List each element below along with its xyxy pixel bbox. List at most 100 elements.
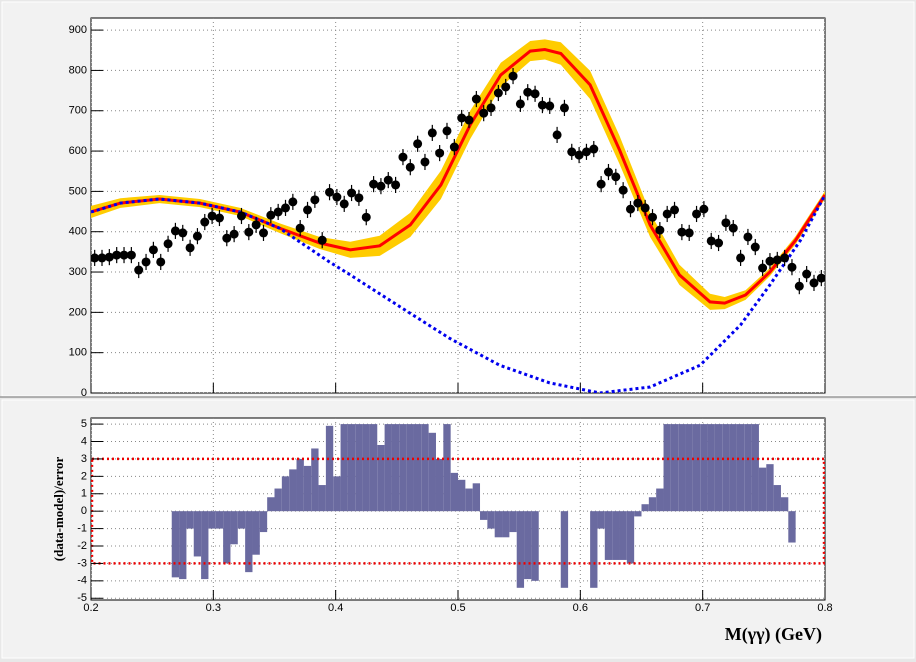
residual-bar bbox=[524, 511, 532, 580]
data-point bbox=[471, 94, 481, 104]
data-point bbox=[119, 250, 129, 260]
residual-bar bbox=[780, 497, 789, 512]
data-point bbox=[325, 187, 335, 197]
y-tick-label: -1 bbox=[77, 522, 87, 534]
data-point bbox=[479, 108, 489, 118]
data-point bbox=[347, 188, 357, 198]
data-point bbox=[508, 71, 518, 81]
residual-bar bbox=[289, 469, 297, 512]
x-axis-title: M(γγ) (GeV) bbox=[725, 624, 822, 645]
data-point bbox=[618, 185, 628, 195]
residual-bar bbox=[641, 504, 649, 512]
data-point bbox=[104, 252, 114, 262]
data-point bbox=[303, 205, 313, 215]
data-point bbox=[603, 167, 613, 177]
data-point bbox=[699, 204, 709, 214]
residual-bar bbox=[714, 424, 723, 512]
data-point bbox=[156, 257, 166, 267]
data-point bbox=[91, 253, 100, 263]
data-point bbox=[97, 253, 107, 263]
residual-bar bbox=[766, 464, 774, 512]
x-tick-label: 0.6 bbox=[573, 602, 588, 614]
residual-bar bbox=[773, 485, 781, 512]
residual-bar bbox=[678, 424, 686, 512]
y-tick-label: 5 bbox=[81, 418, 87, 430]
data-point bbox=[148, 245, 158, 255]
y-tick-label: 0 bbox=[81, 505, 87, 517]
residual-bar bbox=[421, 424, 429, 512]
residual-bar bbox=[435, 458, 444, 512]
data-point bbox=[780, 253, 790, 263]
data-point bbox=[332, 192, 342, 202]
y-axis-title: (data-model)/error bbox=[51, 457, 66, 562]
data-point bbox=[662, 209, 672, 219]
y-tick-label: -3 bbox=[77, 557, 87, 569]
y-tick-label: 400 bbox=[69, 226, 87, 238]
data-point bbox=[141, 257, 151, 267]
data-point bbox=[515, 99, 525, 109]
x-tick-label: 0.4 bbox=[328, 602, 343, 614]
data-point bbox=[596, 179, 606, 189]
data-point bbox=[222, 233, 232, 243]
y-tick-label: 4 bbox=[81, 435, 87, 447]
residual-bar bbox=[267, 497, 275, 512]
residual-bar bbox=[502, 511, 510, 538]
data-point bbox=[486, 103, 496, 113]
data-point bbox=[251, 220, 261, 230]
residual-bar bbox=[619, 511, 627, 560]
residual-bar bbox=[355, 424, 363, 512]
y-tick-label: 200 bbox=[69, 306, 87, 318]
residual-bar bbox=[303, 465, 312, 512]
residual-bar bbox=[215, 511, 224, 529]
data-point bbox=[449, 142, 459, 152]
residual-bar bbox=[362, 424, 370, 512]
residual-bar bbox=[347, 424, 356, 512]
residual-bar bbox=[590, 511, 598, 588]
residual-bar bbox=[516, 511, 525, 588]
residual-bar bbox=[458, 479, 466, 512]
residual-bar bbox=[208, 511, 216, 529]
data-point bbox=[185, 243, 195, 253]
data-point bbox=[281, 203, 291, 213]
data-point bbox=[545, 101, 555, 111]
residual-bar bbox=[560, 511, 569, 588]
data-point bbox=[809, 278, 819, 288]
data-point bbox=[413, 139, 423, 149]
y-tick-label: -2 bbox=[77, 540, 87, 552]
data-point bbox=[376, 181, 386, 191]
data-point bbox=[559, 103, 569, 113]
residual-bar bbox=[274, 488, 282, 512]
residual-bar bbox=[377, 444, 385, 512]
data-point bbox=[794, 281, 804, 291]
data-point bbox=[772, 255, 782, 265]
data-point bbox=[706, 236, 716, 246]
residual-bar bbox=[333, 476, 341, 512]
residual-bar bbox=[692, 424, 701, 512]
data-point bbox=[743, 232, 753, 242]
data-point bbox=[317, 235, 327, 245]
data-point bbox=[787, 262, 797, 272]
data-point bbox=[383, 175, 393, 185]
data-point bbox=[134, 265, 144, 275]
data-point bbox=[677, 227, 687, 237]
residual-bar bbox=[318, 485, 326, 512]
data-point bbox=[802, 269, 812, 279]
data-point bbox=[736, 253, 746, 263]
data-point bbox=[684, 228, 694, 238]
background-line bbox=[91, 194, 825, 393]
residual-bar bbox=[252, 511, 260, 555]
residual-bar bbox=[531, 511, 539, 581]
data-point bbox=[765, 256, 775, 266]
residual-bar bbox=[663, 424, 671, 512]
data-point bbox=[728, 223, 738, 233]
data-point bbox=[537, 100, 547, 110]
residual-bar bbox=[179, 511, 187, 580]
data-point bbox=[126, 250, 136, 260]
residual-bar bbox=[223, 511, 231, 564]
data-point bbox=[442, 126, 452, 136]
data-point bbox=[648, 212, 658, 222]
data-point bbox=[581, 147, 591, 157]
data-point bbox=[163, 239, 173, 249]
data-point bbox=[670, 205, 680, 215]
data-point bbox=[170, 226, 180, 236]
